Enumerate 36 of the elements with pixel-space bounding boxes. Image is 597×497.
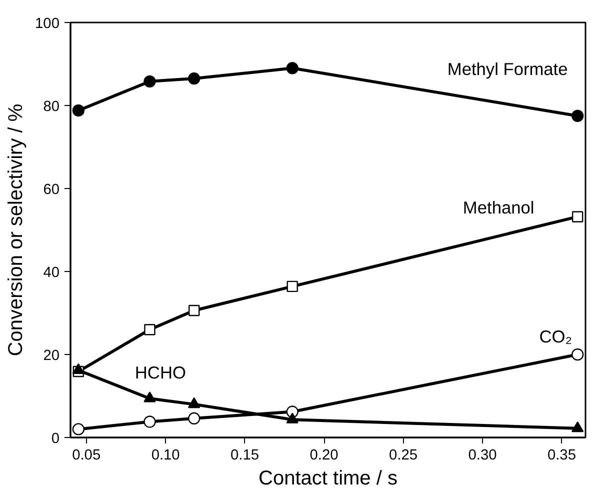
x-axis-title: Contact time / s: [258, 468, 398, 490]
series-label: Methanol: [462, 198, 534, 218]
point: [144, 392, 156, 402]
point: [571, 348, 584, 361]
point: [72, 104, 85, 117]
point: [572, 211, 584, 222]
point: [571, 110, 584, 122]
series-label: Methyl Formate: [447, 58, 568, 79]
y-tick-label: 0: [51, 431, 60, 447]
point: [72, 423, 85, 436]
y-axis-title: Conversion or selectiviry / %: [5, 104, 28, 356]
point: [571, 421, 584, 432]
x-tick-label: 0.30: [468, 448, 497, 464]
x-tick-label: 0.20: [310, 448, 338, 464]
x-tick-label: 0.25: [389, 448, 418, 464]
point: [188, 72, 200, 85]
point: [286, 412, 298, 424]
point: [188, 412, 200, 424]
point: [144, 75, 156, 88]
series-label: HCHO: [134, 362, 186, 382]
point: [188, 304, 200, 316]
point: [144, 416, 156, 428]
y-tick-label: 60: [43, 182, 60, 198]
point: [188, 397, 200, 408]
x-tick-label: 0.15: [230, 448, 260, 464]
y-tick-label: 100: [35, 16, 60, 32]
x-tick-label: 0.05: [72, 448, 101, 464]
x-tick-label: 0.35: [547, 448, 576, 464]
point: [144, 324, 156, 336]
point: [286, 62, 298, 74]
point: [286, 280, 298, 292]
y-tick-label: 20: [43, 348, 60, 364]
y-tick-label: 80: [43, 99, 60, 115]
series-label: CO₂: [539, 326, 572, 346]
y-tick-label: 40: [43, 265, 60, 281]
x-tick-label: 0.10: [151, 448, 180, 464]
